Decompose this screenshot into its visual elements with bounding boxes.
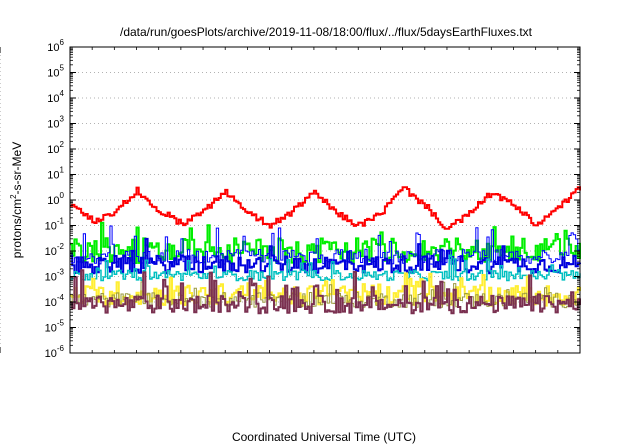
series-line-7	[70, 281, 581, 309]
series-layer	[70, 186, 581, 315]
y-tick-label: 10-4	[45, 293, 65, 309]
series-line-5	[70, 254, 581, 282]
y-tick-label: 10-6	[45, 344, 65, 360]
series-line-4	[70, 237, 581, 275]
y-tick-label: 10-5	[45, 319, 65, 335]
y-tick-label: 100	[47, 191, 64, 207]
y-tick-label: 102	[47, 140, 64, 156]
y-tick-label: 10-1	[45, 217, 65, 233]
y-tick-label: 104	[47, 89, 64, 105]
series-line-1	[70, 186, 581, 230]
x-axis-label: Coordinated Universal Time (UTC)	[232, 430, 416, 444]
y-tick-label: 103	[47, 115, 64, 131]
y-tick-label: 105	[47, 64, 64, 80]
y-axis-label: protons/cm2-s-sr-MeV	[9, 142, 24, 258]
y-axis: 10-6 10-5 10-4 10-3 10-2 10-1 100 101 102 103 104 1…	[45, 38, 580, 360]
y-tick-label: 106	[47, 38, 64, 54]
series-line-2	[70, 221, 581, 265]
y-tick-label: 101	[47, 166, 64, 182]
x-axis: 2019-11-32019-11-42019-11-52019-11-62019…	[0, 47, 581, 353]
y-tick-label: 10-3	[45, 268, 65, 284]
series-line-8	[70, 269, 581, 315]
y-tick-label: 10-2	[45, 242, 65, 258]
chart-title: /data/run/goesPlots/archive/2019-11-08/1…	[120, 25, 533, 39]
